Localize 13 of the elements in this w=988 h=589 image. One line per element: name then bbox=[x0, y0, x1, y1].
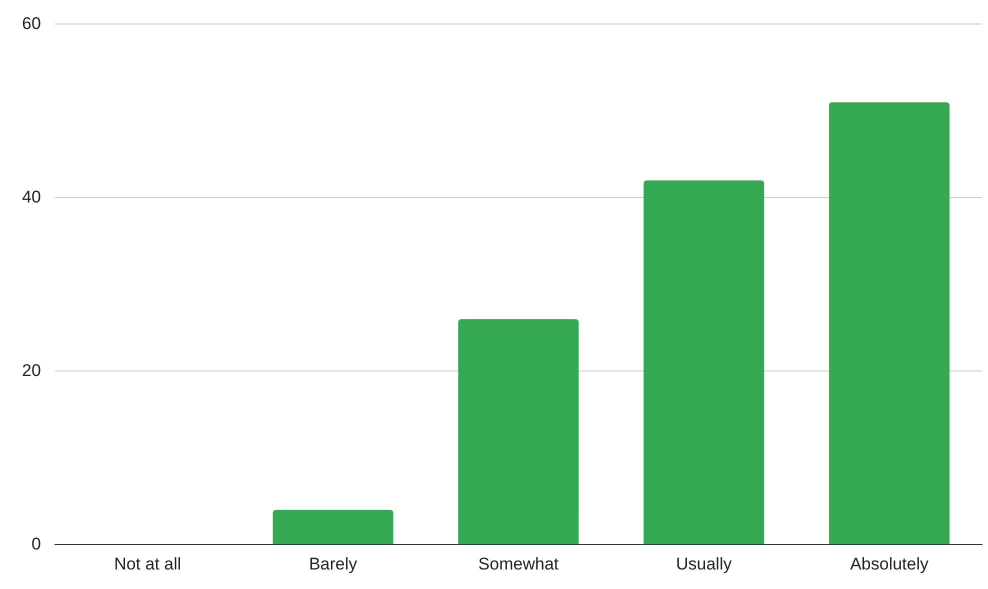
bar bbox=[644, 180, 764, 544]
bar bbox=[458, 319, 579, 544]
x-tick-label: Absolutely bbox=[850, 554, 930, 574]
y-tick-label: 20 bbox=[22, 360, 41, 380]
x-tick-label: Somewhat bbox=[478, 554, 559, 574]
x-tick-label: Barely bbox=[308, 554, 358, 574]
y-tick-label: 60 bbox=[22, 14, 41, 33]
y-tick-label: 40 bbox=[22, 187, 41, 206]
bar bbox=[829, 102, 950, 544]
x-tick-label: Usually bbox=[676, 554, 732, 574]
x-tick-label: Not at all bbox=[114, 554, 182, 574]
y-tick-label: 0 bbox=[31, 534, 41, 554]
bar bbox=[272, 510, 394, 544]
